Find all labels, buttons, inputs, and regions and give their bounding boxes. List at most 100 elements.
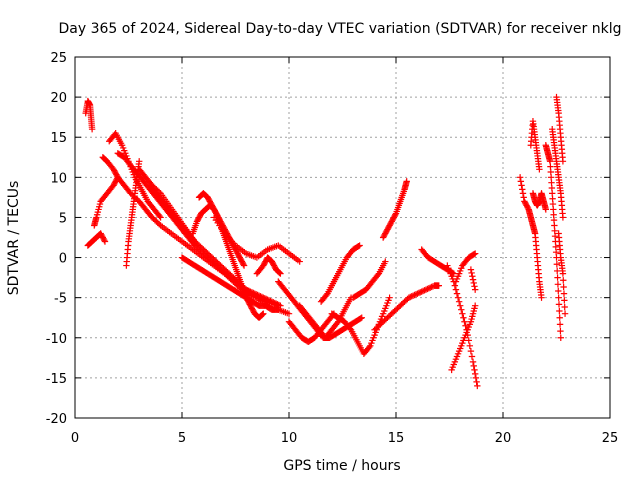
- series-arc-12: [210, 214, 303, 265]
- data-point: [355, 242, 362, 250]
- data-point: [466, 342, 474, 349]
- data-point: [560, 277, 567, 284]
- x-tick-label: 25: [602, 431, 619, 446]
- data-point: [257, 293, 264, 300]
- data-point: [255, 292, 263, 299]
- y-tick-label: 5: [59, 211, 67, 226]
- data-point: [471, 302, 479, 309]
- data-point: [272, 300, 280, 307]
- data-point: [382, 258, 389, 265]
- y-axis-title: SDTVAR / TECUs: [6, 181, 22, 296]
- data-point: [424, 285, 431, 293]
- data-point: [248, 289, 256, 296]
- series-arc-26: [452, 250, 479, 285]
- data-point: [548, 184, 556, 192]
- data-point: [554, 281, 562, 288]
- data-point: [553, 261, 561, 268]
- series-arc-3: [91, 174, 121, 229]
- data-point: [549, 190, 556, 197]
- data-point: [190, 236, 197, 244]
- y-tick-label: 10: [50, 171, 67, 186]
- data-point: [471, 250, 479, 257]
- data-point: [517, 178, 525, 185]
- series-arc-11: [189, 202, 248, 269]
- data-point: [260, 294, 267, 301]
- data-point: [261, 295, 268, 302]
- data-point: [474, 382, 481, 390]
- data-point: [473, 378, 480, 386]
- series-arc-30: [527, 117, 543, 173]
- data-point: [552, 243, 559, 251]
- data-point: [455, 298, 463, 305]
- series-arc-22: [371, 282, 442, 333]
- data-point: [421, 287, 428, 294]
- data-point: [458, 306, 465, 313]
- series-arc-2: [84, 230, 109, 249]
- data-point: [245, 287, 253, 295]
- series-arc-4: [99, 154, 293, 317]
- data-point: [472, 374, 480, 382]
- data-point: [276, 269, 283, 277]
- data-point: [425, 285, 433, 292]
- data-point: [551, 222, 558, 229]
- data-point: [258, 311, 266, 319]
- data-point: [264, 296, 271, 303]
- data-point: [356, 242, 363, 249]
- data-point: [247, 288, 254, 295]
- data-point: [552, 249, 560, 256]
- data-point: [414, 290, 421, 297]
- data-point: [250, 289, 257, 297]
- series-arc-5: [106, 130, 164, 221]
- x-tick-label: 0: [71, 431, 79, 446]
- data-point: [358, 314, 365, 321]
- data-point: [556, 307, 563, 315]
- data-point: [542, 206, 549, 213]
- data-point: [471, 286, 479, 293]
- data-point: [468, 353, 476, 360]
- data-point: [259, 311, 266, 318]
- data-point: [471, 366, 478, 374]
- data-point: [461, 318, 468, 325]
- data-point: [268, 298, 276, 305]
- data-point: [550, 216, 558, 224]
- data-point: [260, 310, 267, 317]
- y-tick-label: -15: [46, 372, 67, 387]
- data-point: [454, 294, 462, 301]
- data-point: [471, 283, 478, 290]
- data-point: [417, 289, 424, 296]
- data-point: [191, 238, 199, 245]
- data-point: [559, 270, 567, 277]
- series-arc-27: [467, 266, 479, 293]
- plot-frame: [74, 56, 611, 419]
- data-point: [559, 158, 567, 165]
- data-point: [469, 358, 477, 366]
- series-arc-15: [275, 278, 365, 341]
- y-tick-label: 20: [50, 91, 67, 106]
- data-point: [469, 273, 476, 280]
- data-point: [407, 293, 414, 301]
- series-arc-19: [285, 310, 338, 345]
- data-point: [465, 337, 472, 344]
- data-point: [265, 297, 273, 304]
- x-tick-label: 20: [495, 431, 512, 446]
- data-points: [82, 93, 569, 390]
- data-point: [560, 283, 567, 291]
- data-point: [155, 220, 163, 228]
- series-arc-23: [418, 246, 457, 277]
- series-arc-25: [448, 302, 479, 374]
- data-point: [470, 251, 478, 258]
- data-point: [88, 126, 96, 133]
- data-point: [285, 310, 293, 317]
- data-point: [419, 287, 427, 295]
- data-point: [561, 303, 568, 311]
- data-point: [551, 232, 559, 240]
- data-point: [555, 287, 562, 295]
- y-tick-label: -5: [54, 292, 67, 307]
- data-point: [267, 297, 274, 305]
- data-point: [366, 343, 373, 351]
- data-point: [555, 301, 563, 308]
- series-arc-32: [549, 126, 567, 221]
- series-arc-8: [136, 166, 284, 309]
- data-point: [555, 294, 562, 301]
